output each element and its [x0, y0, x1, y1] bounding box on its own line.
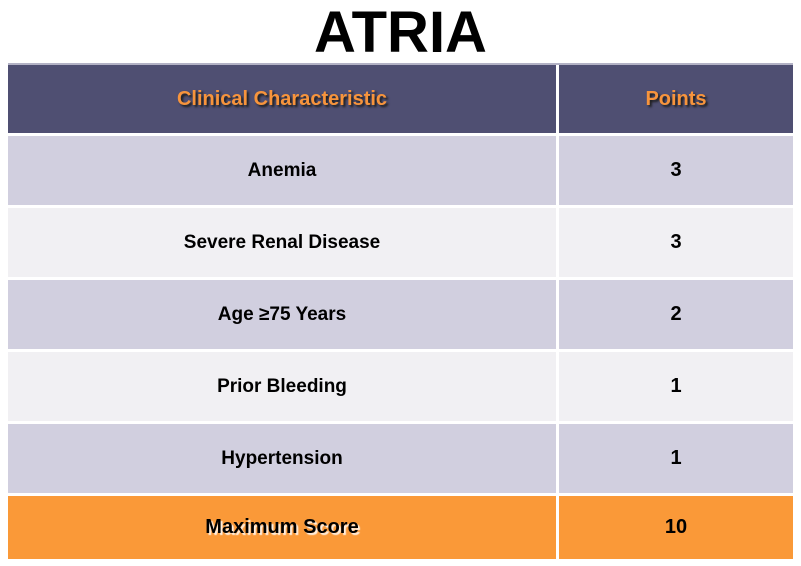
- table-header-row: Clinical Characteristic Points: [8, 65, 793, 133]
- table-row-anemia: Anemia 3: [8, 136, 793, 205]
- table-row-hypertension: Hypertension 1: [8, 424, 793, 493]
- points-cell: 3: [559, 208, 793, 277]
- table-row-maximum-score: Maximum Score 10: [8, 496, 793, 559]
- characteristic-cell: Anemia: [8, 136, 556, 205]
- atria-score-table: Clinical Characteristic Points Anemia 3 …: [8, 63, 793, 559]
- table-row-prior-bleeding: Prior Bleeding 1: [8, 352, 793, 421]
- column-header-clinical-characteristic: Clinical Characteristic: [8, 65, 556, 133]
- points-cell: 10: [559, 496, 793, 559]
- table-row-severe-renal-disease: Severe Renal Disease 3: [8, 208, 793, 277]
- points-cell: 1: [559, 352, 793, 421]
- characteristic-cell: Hypertension: [8, 424, 556, 493]
- points-cell: 1: [559, 424, 793, 493]
- page-title: ATRIA: [314, 0, 487, 65]
- characteristic-cell: Age ≥75 Years: [8, 280, 556, 349]
- column-header-points: Points: [559, 65, 793, 133]
- points-cell: 2: [559, 280, 793, 349]
- points-cell: 3: [559, 136, 793, 205]
- characteristic-cell: Prior Bleeding: [8, 352, 556, 421]
- table-row-age-75-years: Age ≥75 Years 2: [8, 280, 793, 349]
- characteristic-cell: Severe Renal Disease: [8, 208, 556, 277]
- characteristic-cell: Maximum Score: [8, 496, 556, 559]
